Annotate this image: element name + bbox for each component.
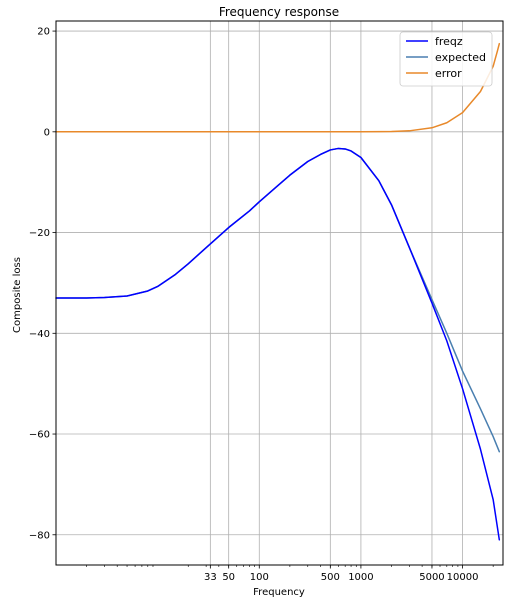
y-axis-title: Composite loss	[12, 257, 23, 333]
y-tick-label: −80	[29, 530, 50, 541]
x-tick-label: 50	[222, 572, 235, 583]
x-axis-title: Frequency	[253, 587, 305, 598]
legend-label-expected: expected	[435, 51, 486, 64]
x-tick-label: 500	[321, 572, 340, 583]
y-tick-label: 20	[37, 27, 50, 38]
x-tick-label: 10000	[447, 572, 479, 583]
y-tick-label: −20	[29, 228, 50, 239]
plot-frame	[55, 20, 504, 566]
legend-label-freqz: freqz	[435, 35, 463, 48]
y-tick-label: 0	[44, 127, 50, 138]
x-tick-label: 100	[250, 572, 269, 583]
x-tick-label: 1000	[348, 572, 373, 583]
x-tick-label: 33	[204, 572, 217, 583]
chart-title: Frequency response	[219, 5, 339, 19]
y-tick-label: −60	[29, 430, 50, 441]
series-line-freqz	[55, 147, 501, 541]
tick-layer: 33 50 100 500 1000 5000 10000 20 0 −20 −40 −60 −80	[29, 27, 494, 583]
legend: freqz expected error	[399, 31, 493, 87]
y-tick-label: −40	[29, 329, 50, 340]
grid-layer	[56, 21, 503, 565]
x-tick-label: 5000	[419, 572, 444, 583]
series-line-expected	[55, 147, 501, 453]
series-layer	[55, 42, 501, 541]
legend-label-error: error	[435, 67, 462, 80]
